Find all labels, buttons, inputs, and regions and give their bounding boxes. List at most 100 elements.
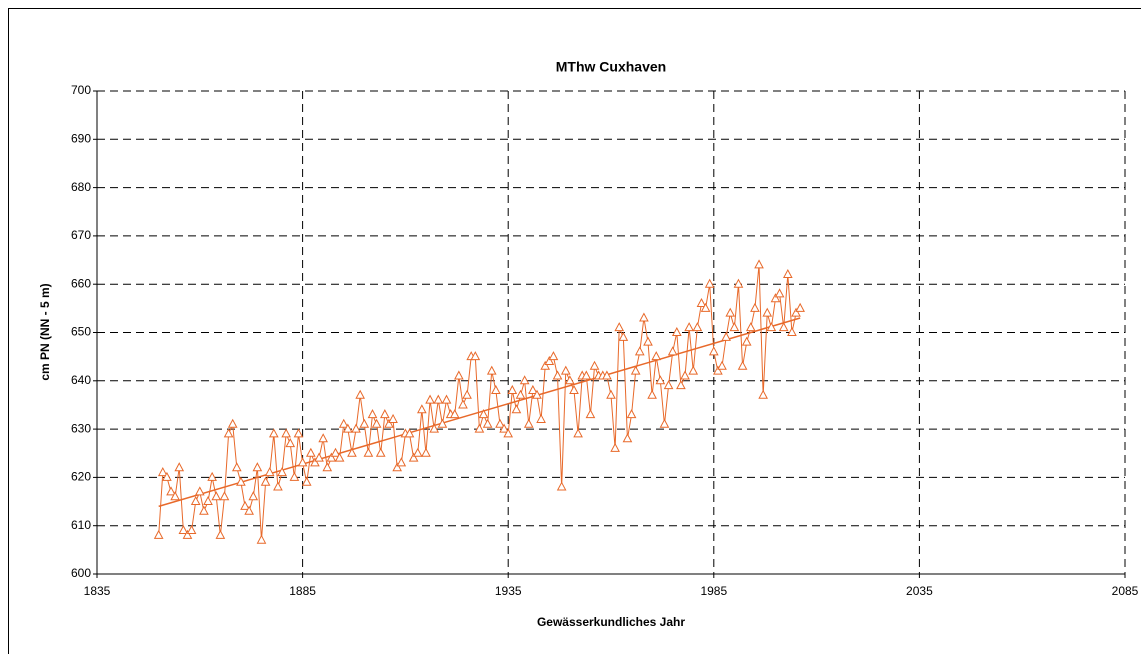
point-marker bbox=[503, 428, 514, 438]
point-marker bbox=[429, 423, 440, 433]
x-axis-label: Gewässerkundliches Jahr bbox=[537, 615, 685, 629]
point-marker bbox=[441, 394, 452, 404]
point-marker bbox=[692, 322, 703, 332]
point-marker bbox=[684, 322, 694, 332]
point-marker bbox=[244, 505, 254, 515]
point-marker bbox=[573, 428, 583, 438]
chart-title: MThw Cuxhaven bbox=[556, 59, 666, 75]
point-marker bbox=[297, 457, 308, 467]
point-marker bbox=[536, 413, 546, 423]
point-marker bbox=[305, 447, 316, 457]
point-marker bbox=[318, 433, 328, 443]
point-marker bbox=[326, 452, 337, 462]
point-marker bbox=[474, 423, 485, 433]
point-marker bbox=[351, 423, 361, 433]
point-marker bbox=[388, 413, 398, 423]
point-marker bbox=[696, 297, 707, 308]
point-marker bbox=[454, 370, 464, 380]
point-marker bbox=[157, 467, 168, 477]
point-marker bbox=[737, 360, 748, 370]
point-marker bbox=[602, 370, 612, 380]
point-marker bbox=[199, 505, 209, 515]
point-marker bbox=[708, 346, 719, 356]
point-marker bbox=[211, 491, 222, 501]
x-tick-label: 2035 bbox=[906, 584, 933, 598]
point-marker bbox=[643, 336, 653, 346]
point-marker bbox=[614, 322, 625, 332]
point-marker bbox=[425, 394, 435, 404]
point-marker bbox=[667, 346, 678, 356]
point-marker bbox=[585, 409, 596, 419]
point-marker bbox=[528, 384, 538, 394]
y-tick-label: 690 bbox=[71, 131, 91, 145]
point-marker bbox=[589, 360, 600, 370]
point-marker bbox=[367, 409, 378, 419]
point-marker bbox=[700, 302, 711, 312]
point-marker bbox=[449, 409, 460, 419]
point-marker bbox=[787, 326, 797, 336]
point-marker bbox=[671, 326, 682, 336]
point-marker bbox=[330, 447, 341, 457]
point-marker bbox=[778, 322, 789, 332]
point-marker bbox=[713, 365, 723, 375]
point-marker bbox=[182, 529, 193, 539]
frame bbox=[8, 8, 1141, 654]
point-marker bbox=[515, 389, 526, 399]
point-marker bbox=[782, 268, 793, 279]
point-marker bbox=[552, 370, 563, 380]
point-marker bbox=[170, 491, 180, 501]
point-marker bbox=[380, 409, 390, 419]
trend-line bbox=[158, 317, 801, 508]
point-marker bbox=[194, 486, 205, 496]
y-tick-label: 620 bbox=[71, 470, 91, 484]
point-marker bbox=[417, 404, 427, 414]
point-marker bbox=[384, 418, 394, 428]
point-marker bbox=[355, 389, 366, 399]
point-marker bbox=[721, 331, 731, 341]
point-marker bbox=[729, 322, 740, 332]
point-marker bbox=[240, 500, 250, 510]
point-marker bbox=[322, 462, 333, 472]
point-marker bbox=[491, 384, 501, 394]
point-marker bbox=[281, 428, 291, 438]
point-marker bbox=[733, 278, 744, 288]
point-marker bbox=[478, 409, 489, 419]
point-marker bbox=[166, 486, 176, 496]
point-marker bbox=[523, 418, 534, 428]
point-marker bbox=[791, 307, 801, 317]
point-marker bbox=[236, 476, 246, 486]
point-marker bbox=[511, 404, 522, 414]
point-marker bbox=[338, 418, 349, 428]
point-marker bbox=[396, 457, 407, 467]
point-marker bbox=[437, 418, 448, 428]
point-marker bbox=[310, 457, 320, 467]
point-marker bbox=[560, 365, 571, 375]
point-marker bbox=[207, 471, 217, 481]
point-marker bbox=[499, 423, 509, 433]
point-marker bbox=[486, 365, 497, 375]
point-marker bbox=[289, 471, 300, 481]
point-marker bbox=[268, 428, 279, 438]
point-marker bbox=[651, 351, 662, 361]
point-marker bbox=[470, 351, 481, 361]
point-marker bbox=[219, 491, 230, 501]
point-marker bbox=[610, 442, 620, 452]
point-marker bbox=[507, 384, 518, 394]
point-marker bbox=[622, 433, 633, 443]
point-marker bbox=[663, 380, 674, 390]
point-marker bbox=[203, 495, 213, 506]
point-marker bbox=[680, 370, 690, 380]
point-marker bbox=[717, 360, 727, 370]
y-tick-label: 700 bbox=[71, 83, 91, 97]
point-marker bbox=[359, 418, 370, 428]
y-axis-label: cm PN (NN - 5 m) bbox=[38, 283, 52, 380]
point-marker bbox=[248, 491, 259, 501]
point-marker bbox=[745, 322, 756, 332]
x-tick-label: 1885 bbox=[289, 584, 316, 598]
y-tick-label: 660 bbox=[71, 276, 91, 290]
point-marker bbox=[766, 322, 777, 332]
point-marker bbox=[462, 389, 472, 399]
x-tick-label: 1935 bbox=[495, 584, 522, 598]
point-marker bbox=[606, 389, 616, 399]
point-marker bbox=[556, 481, 567, 491]
